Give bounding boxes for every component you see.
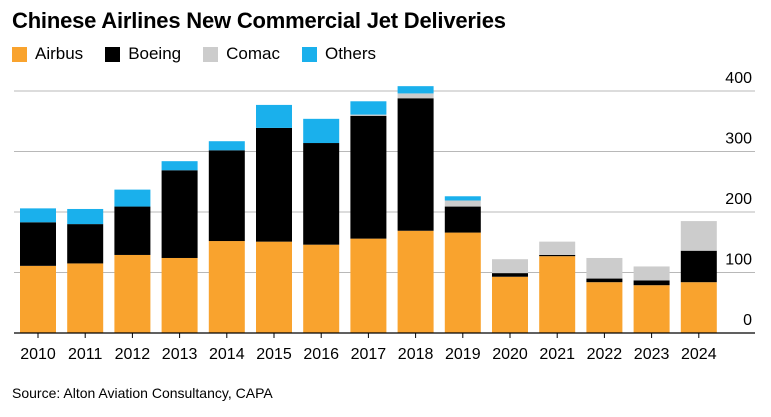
y-tick-label: 400 <box>725 70 752 87</box>
bar-segment-boeing <box>633 280 670 286</box>
bar-segment-boeing <box>680 250 717 283</box>
bar-segment-comac <box>350 114 387 116</box>
bar-segment-boeing <box>161 170 198 258</box>
bar-segment-airbus <box>67 263 104 333</box>
bar-segment-comac <box>680 221 717 251</box>
bar-segment-airbus <box>208 241 245 333</box>
stacked-bar-chart: 0 100 200 300 400 2010 2011 2012 2013 2014 2015 201… <box>14 70 755 363</box>
bar-segment-boeing <box>303 143 340 245</box>
bar-segment-others <box>114 189 151 207</box>
bar-segment-airbus <box>114 254 151 333</box>
bar-segment-boeing <box>397 98 434 231</box>
bar-segment-airbus <box>161 257 198 333</box>
bar-segment-others <box>256 104 292 128</box>
legend-item-others: Others <box>301 44 377 64</box>
x-tick-label: 2013 <box>162 346 198 363</box>
legend-swatch-airbus <box>12 46 27 62</box>
bar-segment-others <box>397 86 434 94</box>
x-tick-label: 2024 <box>681 346 717 363</box>
x-tick-label: 2023 <box>634 346 670 363</box>
bar-segment-comac <box>586 257 623 279</box>
bar-segment-others <box>444 196 481 201</box>
x-tick-label: 2010 <box>20 346 56 363</box>
y-tick-label: 300 <box>725 131 752 148</box>
bar-segment-others <box>303 118 340 144</box>
bar-segment-comac <box>492 259 528 274</box>
bar-segment-airbus <box>350 238 387 333</box>
bar-segment-airbus <box>680 282 717 333</box>
legend-label-airbus: Airbus <box>35 44 84 63</box>
y-tick-label: 200 <box>725 191 752 208</box>
x-tick-label: 2019 <box>445 346 481 363</box>
legend-swatch-boeing <box>105 46 121 62</box>
x-tick-label: 2011 <box>68 346 103 363</box>
bar-segment-others <box>20 208 56 223</box>
bar-segment-boeing <box>67 224 104 264</box>
x-tick-label: 2017 <box>351 346 387 363</box>
bar-segment-others <box>350 101 387 115</box>
bar-segment-airbus <box>397 230 434 333</box>
bar-segment-airbus <box>539 256 576 333</box>
legend-item-comac: Comac <box>203 44 280 64</box>
bar-segment-airbus <box>492 276 528 333</box>
legend-swatch-comac <box>203 46 219 62</box>
bar-segment-comac <box>397 93 434 99</box>
x-tick-label: 2018 <box>398 346 434 363</box>
bar-segment-boeing <box>350 115 387 239</box>
x-tick-label: 2021 <box>539 346 575 363</box>
bar-segment-boeing <box>114 206 151 255</box>
x-tick-label: 2014 <box>209 346 245 363</box>
bar-segment-airbus <box>256 241 292 333</box>
bar-segment-boeing <box>539 254 576 257</box>
bar-segment-others <box>67 208 104 225</box>
bar-segment-airbus <box>633 285 670 333</box>
bar-segment-comac <box>633 266 670 281</box>
bar-segment-boeing <box>208 150 245 242</box>
bar-segment-airbus <box>20 265 56 333</box>
legend-swatch-others <box>301 46 317 62</box>
legend-label-boeing: Boeing <box>128 44 182 63</box>
source-note: Source: Alton Aviation Consultancy, CAPA <box>12 385 273 401</box>
bar-segment-boeing <box>444 206 481 233</box>
bar-segment-boeing <box>586 278 623 283</box>
bar-segment-others <box>161 161 198 171</box>
legend-item-airbus: Airbus <box>12 44 83 64</box>
y-tick-label: 100 <box>725 252 752 269</box>
chart-title: Chinese Airlines New Commercial Jet Deli… <box>12 8 506 33</box>
x-tick-label: 2015 <box>256 346 292 363</box>
bar-segment-airbus <box>303 244 340 333</box>
x-tick-label: 2016 <box>303 346 339 363</box>
legend-label-comac: Comac <box>226 44 280 63</box>
bar-segment-others <box>208 141 245 151</box>
bar-segment-comac <box>539 241 576 255</box>
x-tick-label: 2020 <box>492 346 528 363</box>
bar-segment-boeing <box>256 127 292 242</box>
x-tick-label: 2022 <box>587 346 623 363</box>
legend-item-boeing: Boeing <box>105 44 181 64</box>
y-tick-label: 0 <box>743 312 752 329</box>
bar-segment-airbus <box>586 282 623 333</box>
bar-segment-boeing <box>20 222 56 266</box>
bar-segment-comac <box>444 200 481 207</box>
legend-label-others: Others <box>324 44 377 63</box>
bar-segment-airbus <box>444 232 481 333</box>
legend: Airbus Boeing Comac Others <box>12 44 398 64</box>
bar-segment-boeing <box>492 273 528 277</box>
x-tick-label: 2012 <box>115 346 151 363</box>
